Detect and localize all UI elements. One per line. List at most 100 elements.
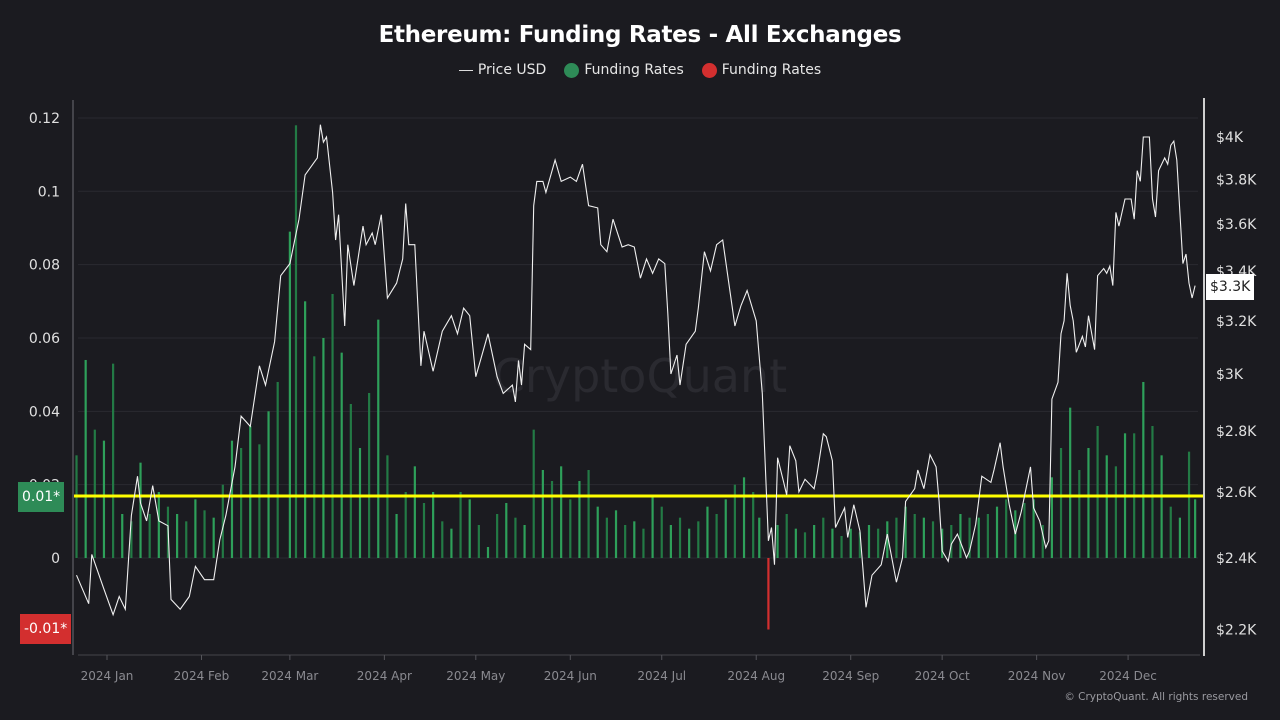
funding-bar-positive	[968, 517, 971, 558]
funding-bar-positive	[758, 517, 761, 558]
funding-bar-positive	[922, 517, 925, 558]
negative-marker-tag: -0.01*	[20, 614, 72, 644]
x-tick-label: 2024 Aug	[727, 669, 785, 683]
funding-bar-positive	[669, 524, 672, 558]
funding-bar-positive	[596, 506, 599, 558]
chart-title: Ethereum: Funding Rates - All Exchanges	[378, 22, 902, 48]
legend-label: Funding Rates	[721, 62, 822, 78]
funding-bar-positive	[1078, 469, 1081, 558]
funding-bar-positive	[322, 337, 325, 558]
funding-bar-positive	[560, 466, 563, 558]
left-tick-label: 0.08	[29, 258, 60, 274]
legend-label: Funding Rates	[584, 62, 684, 78]
funding-bar-positive	[477, 524, 480, 558]
funding-bar-positive	[194, 499, 197, 558]
funding-bar-positive	[84, 359, 87, 558]
funding-bar-positive	[614, 510, 618, 558]
funding-bar-positive	[1032, 499, 1035, 558]
funding-bar-positive	[313, 356, 316, 558]
funding-bar-positive	[368, 392, 371, 558]
line-swatch-icon	[458, 69, 473, 71]
funding-bar-positive	[697, 521, 700, 558]
funding-bar-positive	[858, 532, 861, 558]
copyright: © CryptoQuant. All rights reserved	[1064, 691, 1248, 703]
funding-bar-positive	[1178, 517, 1181, 558]
funding-bar-positive	[904, 506, 907, 558]
funding-bar-positive	[831, 528, 834, 558]
funding-bar-positive	[450, 528, 453, 558]
funding-bar-positive	[486, 546, 490, 558]
legend-item-funding-positive[interactable]: Funding Rates	[564, 62, 684, 78]
right-tick-label: $2.6K	[1216, 485, 1257, 501]
funding-bar-positive	[986, 513, 989, 558]
gridlines	[78, 117, 1198, 559]
funding-bar-positive	[813, 524, 816, 558]
funding-bar-positive	[130, 521, 133, 558]
funding-bar-positive	[1169, 506, 1172, 558]
funding-bar-positive	[633, 521, 636, 558]
funding-bar-positive	[742, 477, 746, 558]
funding-bar-positive	[294, 125, 298, 558]
funding-bar-positive	[121, 513, 124, 558]
funding-bar-positive	[541, 469, 544, 558]
funding-bar-positive	[395, 513, 398, 558]
funding-bar-positive	[258, 444, 261, 558]
positive-marker-tag: 0.01*	[18, 482, 65, 512]
funding-bar-positive	[1059, 447, 1063, 558]
funding-bar-positive	[724, 499, 727, 558]
x-tick-label: 2024 May	[446, 669, 505, 683]
funding-bar-positive	[249, 425, 252, 558]
price-line	[75, 124, 1196, 617]
legend-item-funding-negative[interactable]: Funding Rates	[701, 62, 822, 78]
funding-bar-positive	[349, 403, 352, 558]
funding-bar-positive	[523, 524, 526, 558]
funding-bar-positive	[185, 521, 188, 558]
x-tick-label: 2024 Jan	[81, 669, 134, 683]
legend-label: Price USD	[477, 62, 547, 78]
funding-bar-positive	[605, 517, 608, 558]
funding-bar-positive	[505, 502, 508, 558]
right-tick-label: $3K	[1216, 367, 1244, 383]
left-tick-label: 0	[51, 551, 60, 567]
funding-bar-positive	[288, 231, 291, 558]
funding-bar-positive	[578, 480, 581, 558]
funding-bar-positive	[776, 524, 779, 558]
funding-bar-positive	[1114, 466, 1117, 558]
left-tick-label: 0.06	[29, 331, 60, 347]
right-tick-label: $3.6K	[1216, 217, 1257, 233]
funding-bar-positive	[678, 517, 682, 558]
funding-bar-positive	[1142, 381, 1145, 558]
funding-bar-negative	[767, 558, 770, 630]
right-tick-label: $2.2K	[1216, 622, 1257, 638]
funding-bar-positive	[1105, 455, 1108, 558]
funding-bar-positive	[331, 293, 334, 558]
funding-bar-positive	[1194, 499, 1197, 558]
funding-bar-positive	[432, 491, 435, 558]
funding-bar-positive	[660, 506, 663, 558]
funding-bar-positive	[441, 521, 444, 558]
x-tick-label: 2024 Apr	[357, 669, 412, 683]
left-tick-label: 0.12	[29, 111, 60, 127]
funding-bar-positive	[221, 484, 224, 558]
funding-bar-positive	[358, 447, 362, 558]
funding-bars	[75, 125, 1197, 630]
funding-bar-positive	[913, 513, 916, 558]
red-dot-icon	[701, 62, 717, 78]
funding-bar-positive	[93, 429, 96, 558]
right-tick-label: $3.2K	[1216, 314, 1257, 330]
funding-bar-positive	[794, 528, 797, 558]
funding-bar-positive	[624, 524, 627, 558]
funding-bar-positive	[148, 513, 151, 558]
left-tick-label: 0.1	[38, 184, 60, 200]
funding-bar-positive	[413, 466, 416, 558]
funding-bar-positive	[867, 524, 871, 558]
funding-bar-positive	[785, 513, 788, 558]
funding-bar-positive	[240, 447, 243, 558]
funding-bar-positive	[950, 524, 953, 558]
funding-bar-positive	[733, 484, 736, 558]
funding-bar-positive	[569, 499, 572, 558]
legend-item-price[interactable]: Price USD	[458, 62, 547, 78]
x-tick-label: 2024 Sep	[822, 669, 879, 683]
funding-bar-positive	[1187, 451, 1191, 558]
